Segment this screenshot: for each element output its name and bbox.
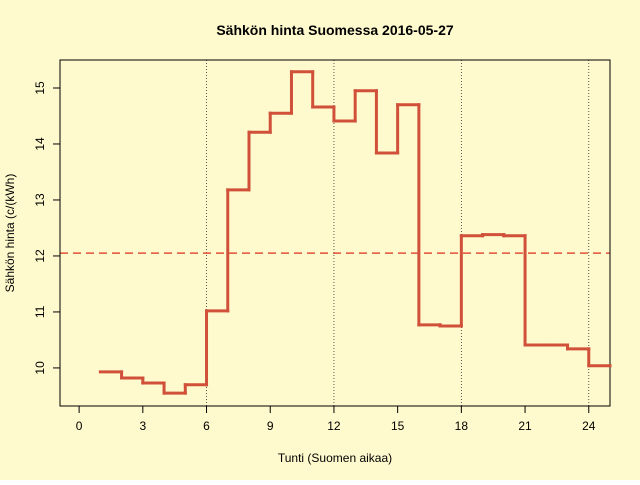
y-tick-label: 14: [33, 137, 47, 151]
y-tick-label: 11: [33, 305, 47, 318]
chart-title: Sähkön hinta Suomessa 2016-05-27: [216, 22, 454, 38]
x-tick-label: 12: [327, 419, 341, 433]
x-tick-label: 9: [267, 419, 274, 433]
x-tick-label: 6: [203, 419, 210, 433]
x-tick-label: 18: [455, 419, 469, 433]
y-tick-label: 15: [33, 81, 47, 95]
x-tick-label: 3: [139, 419, 146, 433]
x-tick-label: 0: [76, 419, 83, 433]
y-tick-label: 13: [33, 193, 47, 207]
y-tick-label: 12: [33, 249, 47, 263]
x-tick-label: 24: [582, 419, 596, 433]
x-tick-label: 15: [391, 419, 405, 433]
y-tick-label: 10: [33, 361, 47, 375]
y-axis-label: Sähkön hinta (c/(kWh): [3, 174, 17, 293]
x-tick-label: 21: [518, 419, 532, 433]
x-axis-label: Tunti (Suomen aikaa): [278, 451, 392, 465]
